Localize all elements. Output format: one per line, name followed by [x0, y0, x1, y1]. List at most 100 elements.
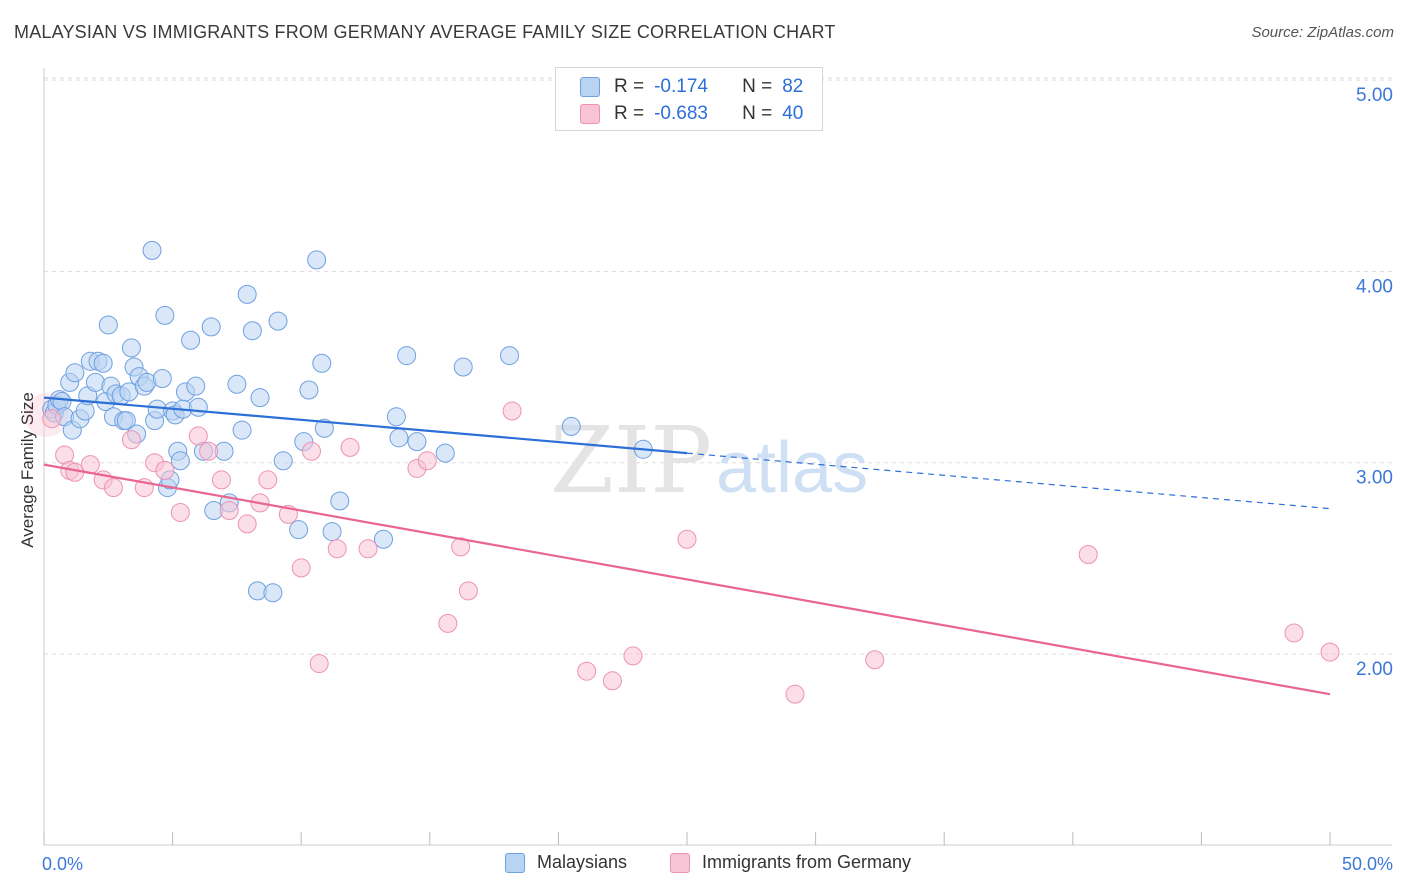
malaysians-point — [314, 418, 334, 438]
germany-point — [258, 470, 278, 490]
y-tick-label: 4.00 — [1356, 276, 1393, 297]
x-tick-label: 0.0% — [42, 854, 83, 874]
bottom-legend-label: Malaysians — [537, 852, 628, 872]
trend-lines — [43, 396, 1331, 696]
germany-point — [1284, 623, 1304, 643]
legend-row-germany: R = -0.683 N = 40 — [580, 102, 803, 126]
germany-point — [121, 430, 141, 450]
malaysians-point — [152, 369, 172, 389]
watermark: ZIP atlas — [550, 407, 868, 514]
malaysians-point — [397, 346, 417, 366]
germany-point — [211, 470, 231, 490]
germany-point — [865, 650, 885, 670]
malaysians-point — [186, 376, 206, 396]
malaysians-point — [237, 284, 257, 304]
germany-point — [219, 501, 239, 521]
data-points — [24, 240, 1340, 704]
malaysians-point — [389, 428, 409, 448]
malaysians-point — [201, 317, 221, 337]
malaysians-point — [232, 420, 252, 440]
y-tick-label: 2.00 — [1356, 659, 1393, 680]
y-tick-labels: 2.00 3.00 4.00 5.00 — [1356, 85, 1393, 680]
malaysians-point — [268, 311, 288, 331]
malaysians-point — [273, 451, 293, 471]
malaysians-point — [227, 374, 247, 394]
germany-point — [188, 426, 208, 446]
malaysians-point — [170, 451, 190, 471]
germany-point — [170, 502, 190, 522]
malaysians-point — [374, 529, 394, 549]
germany-point — [677, 529, 697, 549]
legend-r-value: -0.683 — [654, 103, 708, 124]
malaysians-point — [250, 388, 270, 408]
germany-point — [291, 558, 311, 578]
germany-point — [417, 451, 437, 471]
germany-point — [623, 646, 643, 666]
germany-trend-line — [43, 463, 1331, 696]
y-tick-label: 3.00 — [1356, 468, 1393, 489]
malaysians-point — [312, 353, 332, 373]
germany-point — [785, 684, 805, 704]
legend-r-label: R = — [614, 76, 645, 97]
grid-lines — [44, 77, 1392, 655]
germany-point — [1320, 642, 1340, 662]
malaysians-point — [155, 305, 175, 325]
germany-point — [301, 441, 321, 461]
germany-point — [42, 409, 62, 429]
legend-row-malaysians: R = -0.174 N = 82 — [580, 75, 803, 99]
germany-point — [502, 401, 522, 421]
source-label: Source: ZipAtlas.com — [1251, 24, 1394, 41]
bottom-legend-label: Immigrants from Germany — [702, 852, 912, 872]
malaysians-trend-extension — [686, 452, 1331, 510]
germany-point — [602, 671, 622, 691]
malaysians-point — [116, 411, 136, 431]
legend-n-label: N = — [742, 76, 773, 97]
germany-point — [199, 441, 219, 461]
malaysians-point — [435, 443, 455, 463]
malaysians-point — [181, 330, 201, 350]
malaysians-point — [407, 432, 427, 452]
legend-n-value: 40 — [782, 103, 804, 124]
legend-n-label: N = — [742, 103, 773, 124]
legend-n-value: 82 — [782, 76, 804, 97]
malaysians-point — [93, 353, 113, 373]
watermark-atlas: atlas — [716, 428, 868, 508]
germany-point — [155, 460, 175, 480]
legend-r-value: -0.174 — [654, 76, 708, 97]
malaysians-point — [65, 363, 85, 383]
germany-point — [340, 437, 360, 457]
germany-point — [358, 539, 378, 559]
germany-point — [103, 478, 123, 498]
germany-point — [1078, 545, 1098, 565]
x-tick-label: 50.0% — [1342, 854, 1393, 874]
bottom-legend-malaysians: Malaysians — [505, 852, 627, 873]
malaysians-point — [330, 491, 350, 511]
germany-point — [327, 539, 347, 559]
malaysians-point — [386, 407, 406, 427]
malaysians-point — [289, 520, 309, 540]
malaysians-point — [263, 583, 283, 603]
x-tick-labels: 0.0% 50.0% — [42, 854, 1393, 874]
y-tick-label: 5.00 — [1356, 85, 1393, 106]
germany-point — [237, 514, 257, 534]
y-axis-label: Average Family Size — [18, 392, 37, 548]
legend-r-label: R = — [614, 103, 645, 124]
bottom-legend-swatch-blue — [505, 852, 525, 873]
malaysians-point — [453, 357, 473, 377]
axes — [43, 68, 1392, 846]
germany-point — [458, 581, 478, 601]
germany-point — [309, 654, 329, 674]
legend-swatch-pink — [580, 104, 600, 124]
legend-swatch-blue — [580, 77, 600, 97]
malaysians-point — [242, 321, 262, 341]
malaysians-point — [188, 397, 208, 417]
germany-point — [451, 537, 471, 557]
malaysians-point — [299, 380, 319, 400]
correlation-legend: R = -0.174 N = 82 R = -0.683 N = 40 — [555, 67, 823, 131]
malaysians-point — [121, 338, 141, 358]
germany-point — [577, 661, 597, 681]
bottom-legend-germany: Immigrants from Germany — [670, 852, 911, 873]
malaysians-trend-line — [43, 396, 688, 455]
malaysians-point — [98, 315, 118, 335]
